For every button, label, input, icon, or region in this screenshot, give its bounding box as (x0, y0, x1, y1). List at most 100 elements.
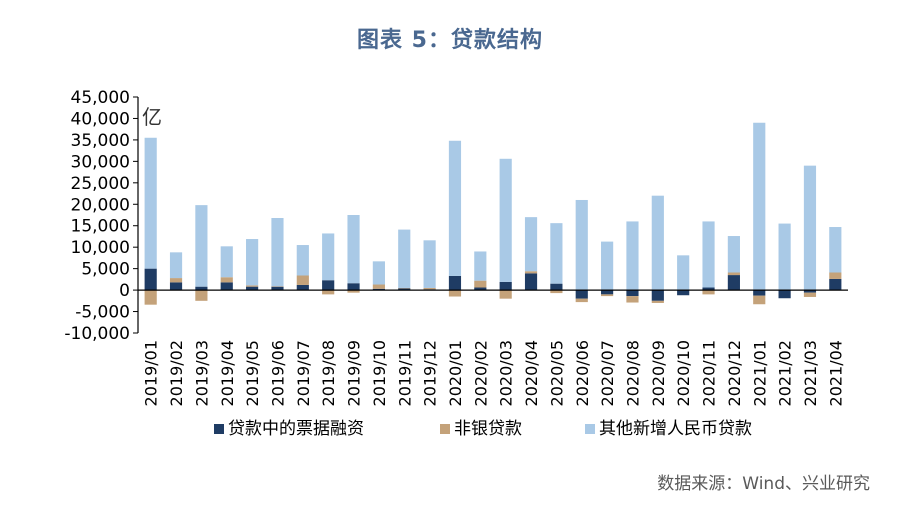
x-tick-label: 2019/04 (218, 340, 237, 406)
x-tick-label: 2019/05 (243, 340, 262, 406)
legend-swatch-nonbank (440, 424, 450, 434)
legend-swatch-bill (214, 424, 224, 434)
bar-segment-other (423, 240, 436, 288)
bar-segment-nonbank (702, 290, 715, 295)
bar-segment-bill (372, 288, 385, 291)
bar-segment-nonbank (829, 272, 842, 279)
bar-segment-bill (474, 287, 487, 291)
bar-segment-nonbank (398, 287, 411, 289)
x-tick-label: 2020/03 (497, 340, 516, 406)
y-tick-label: 5,000 (81, 260, 130, 280)
bar-segment-nonbank (626, 296, 639, 303)
bar-segment-other (677, 255, 690, 291)
x-axis-labels: 2019/01 2019/02 2019/03 2019/04 2019/05 2019/… (142, 340, 846, 406)
x-tick-label: 2019/03 (192, 340, 211, 406)
chart-title: 图表 5：贷款结构 (357, 28, 543, 53)
bar-segment-nonbank (727, 272, 740, 276)
bar-segment-bill (448, 275, 462, 291)
bar-segment-bill (677, 290, 690, 296)
bar-segment-bill (499, 281, 512, 291)
y-tick-label: 0 (119, 281, 130, 301)
bar-segment-bill (347, 283, 360, 291)
bar-segment-nonbank (601, 294, 614, 297)
bar-segment-bill (753, 290, 766, 296)
x-tick-label: 2021/03 (801, 340, 820, 406)
bar-segment-bill (575, 290, 588, 299)
bar-segment-nonbank (803, 292, 817, 297)
x-tick-label: 2020/01 (446, 340, 465, 406)
bar-segment-nonbank (524, 271, 538, 274)
bar-segment-other (524, 217, 538, 272)
bar-segment-other (220, 246, 233, 278)
x-tick-label: 2021/01 (750, 340, 769, 406)
bar-segment-other (372, 261, 385, 285)
bar-segment-bill (220, 282, 233, 291)
bar-segment-other (651, 195, 664, 291)
bar-segment-nonbank (474, 280, 487, 288)
bar-segment-other (753, 122, 766, 291)
y-tick-label: 20,000 (71, 195, 130, 215)
bar-segment-nonbank (195, 290, 208, 301)
x-tick-label: 2019/09 (345, 340, 364, 406)
bar-segment-nonbank (296, 275, 309, 285)
axes (137, 97, 848, 333)
x-tick-label: 2020/02 (471, 340, 490, 406)
x-tick-label: 2019/02 (167, 340, 186, 406)
bar-segment-bill (601, 290, 614, 295)
bar-segment-bill (144, 268, 157, 291)
bar-segment-other (398, 229, 411, 288)
bar-segment-nonbank (322, 290, 335, 295)
bar-segment-other (829, 227, 842, 273)
x-tick-label: 2019/12 (421, 340, 440, 406)
bar-segment-bill (322, 280, 335, 291)
bar-segment-bill (651, 290, 664, 301)
y-axis-ticks: -10,000-5,00005,00010,00015,00020,00025,… (64, 88, 138, 344)
x-tick-label: 2020/04 (522, 340, 541, 406)
bar-segment-nonbank (372, 284, 385, 289)
bar-segment-nonbank (144, 290, 157, 305)
x-tick-label: 2020/06 (573, 340, 592, 406)
x-tick-label: 2019/11 (395, 340, 414, 406)
legend-label: 其他新增人民币贷款 (599, 419, 752, 439)
y-tick-label: 45,000 (71, 88, 130, 108)
x-tick-label: 2021/04 (826, 340, 845, 406)
bar-segment-bill (626, 290, 639, 297)
bar-segment-other (169, 252, 183, 279)
bar-segment-bill (195, 286, 208, 291)
bar-segment-nonbank (347, 290, 360, 293)
x-tick-label: 2020/05 (547, 340, 566, 406)
bar-segment-bill (296, 284, 309, 291)
y-tick-label: 35,000 (71, 131, 130, 151)
bar-segment-bill (727, 275, 740, 291)
bar-segment-bill (169, 282, 183, 291)
bar-segment-nonbank (169, 278, 183, 283)
bar-segment-other (626, 221, 639, 291)
bar-segment-other (702, 221, 715, 288)
bar-segment-other (499, 158, 512, 282)
source-note: 数据来源：Wind、兴业研究 (657, 474, 870, 494)
bar-segment-nonbank (550, 290, 563, 294)
x-tick-label: 2020/12 (725, 340, 744, 406)
bar-segment-other (347, 215, 360, 284)
x-tick-label: 2019/08 (319, 340, 338, 406)
bar-segment-bill (246, 286, 259, 291)
bar-segment-other (246, 239, 259, 286)
y-tick-label: 10,000 (71, 238, 130, 258)
bar-segment-other (575, 199, 588, 291)
y-tick-label: -5,000 (75, 303, 130, 323)
bars (144, 122, 842, 305)
bar-segment-other (727, 236, 740, 273)
unit-label: 亿 (142, 105, 162, 129)
bar-segment-other (448, 140, 462, 276)
bar-segment-nonbank (246, 285, 259, 287)
bar-segment-other (271, 218, 284, 287)
legend-label: 贷款中的票据融资 (228, 419, 364, 439)
bar-segment-other (296, 245, 309, 276)
bar-segment-other (778, 223, 791, 291)
y-tick-label: 25,000 (71, 174, 130, 194)
x-tick-label: 2021/02 (776, 340, 795, 406)
bar-segment-nonbank (271, 286, 284, 287)
x-tick-label: 2019/10 (370, 340, 389, 406)
bar-segment-nonbank (499, 290, 512, 299)
x-tick-label: 2020/08 (623, 340, 642, 406)
